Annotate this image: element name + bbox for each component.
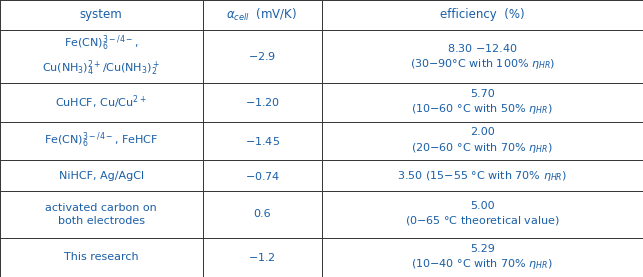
Text: activated carbon on
both electrodes: activated carbon on both electrodes [46,203,157,226]
Text: 5.70
(10$-$60 °C with 50% $η_{HR}$): 5.70 (10$-$60 °C with 50% $η_{HR}$) [412,89,553,116]
Text: 5.29
(10$-$40 °C with 70% $η_{HR}$): 5.29 (10$-$40 °C with 70% $η_{HR}$) [412,244,553,271]
Text: Fe(CN)$_6^{3-/4-}$,
Cu(NH$_3$)$_4^{2+}$/Cu(NH$_3$)$_2^+$: Fe(CN)$_6^{3-/4-}$, Cu(NH$_3$)$_4^{2+}$/… [42,34,160,78]
Text: efficiency  (%): efficiency (%) [440,8,525,21]
Text: 0.6: 0.6 [253,209,271,219]
Text: $-$1.45: $-$1.45 [244,135,280,147]
Text: CuHCF, Cu/Cu$^{2+}$: CuHCF, Cu/Cu$^{2+}$ [55,93,147,111]
Text: system: system [80,8,123,21]
Text: $-$0.74: $-$0.74 [245,170,279,181]
Text: 5.00
(0$-$65 °C theoretical value): 5.00 (0$-$65 °C theoretical value) [405,201,559,227]
Text: $\alpha_{cell}$  (mV/K): $\alpha_{cell}$ (mV/K) [226,7,298,23]
Text: This research: This research [64,252,139,262]
Text: $-$1.20: $-$1.20 [245,96,279,108]
Text: 3.50 (15$-$55 °C with 70% $η_{HR}$): 3.50 (15$-$55 °C with 70% $η_{HR}$) [397,169,567,183]
Text: 2.00
(20$-$60 °C with 70% $η_{HR}$): 2.00 (20$-$60 °C with 70% $η_{HR}$) [412,127,553,155]
Text: NiHCF, Ag/AgCl: NiHCF, Ag/AgCl [59,171,144,181]
Text: 8.30 $-$12.40
(30$-$90°C with 100% $η_{HR}$): 8.30 $-$12.40 (30$-$90°C with 100% $η_{H… [410,42,555,71]
Text: Fe(CN)$_6^{3-/4-}$, FeHCF: Fe(CN)$_6^{3-/4-}$, FeHCF [44,131,158,151]
Text: $-$2.9: $-$2.9 [248,50,276,62]
Text: $-$1.2: $-$1.2 [248,252,276,263]
